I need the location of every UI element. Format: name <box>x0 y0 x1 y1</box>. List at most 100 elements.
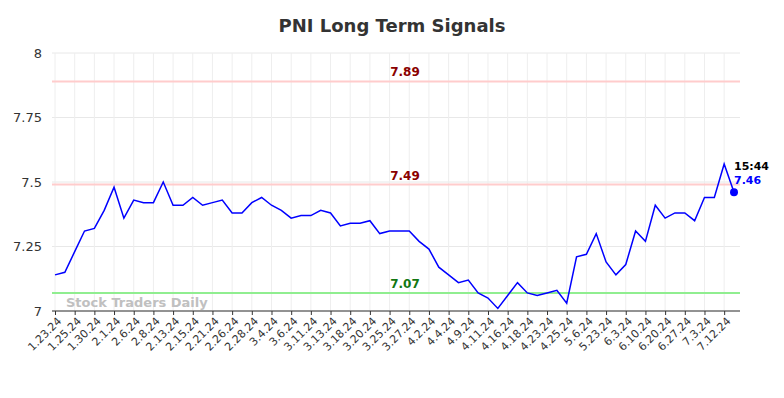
grid-line-x <box>350 53 351 311</box>
grid-line-x <box>133 53 134 311</box>
grid-line-x <box>606 53 607 311</box>
reference-label: 7.89 <box>390 65 420 79</box>
grid-line-x <box>527 53 528 311</box>
x-tick-mark <box>567 311 568 315</box>
x-tick-mark <box>75 311 76 315</box>
grid-line-y <box>52 311 740 312</box>
grid-line-x <box>271 53 272 311</box>
x-tick-mark <box>606 311 607 315</box>
x-tick-mark <box>232 311 233 315</box>
x-tick-mark <box>153 311 154 315</box>
x-tick-mark <box>547 311 548 315</box>
x-tick-mark <box>488 311 489 315</box>
x-tick-mark <box>724 311 725 315</box>
grid-line-x <box>232 53 233 311</box>
x-tick-mark <box>134 311 135 315</box>
grid-line-x <box>684 53 685 311</box>
y-tick-label: 7.25 <box>13 239 42 254</box>
x-axis: 1.23.241.25.241.30.242.1.242.6.242.8.242… <box>25 311 740 354</box>
x-tick-mark <box>390 311 391 315</box>
last-point <box>730 188 738 196</box>
x-tick-mark <box>271 311 272 315</box>
grid-line-x <box>310 53 311 311</box>
x-tick-mark <box>527 311 528 315</box>
reference-label: 7.49 <box>390 169 420 183</box>
x-tick-mark <box>586 311 587 315</box>
x-tick-mark <box>212 311 213 315</box>
y-tick-label: 8 <box>34 46 42 61</box>
grid-line-x <box>724 53 725 311</box>
last-time-label: 15:44 <box>734 160 769 173</box>
x-tick-mark <box>173 311 174 315</box>
grid-line-x <box>291 53 292 311</box>
x-tick-mark <box>685 311 686 315</box>
grid <box>52 53 740 311</box>
reference-label: 7.07 <box>390 277 420 291</box>
x-tick-mark <box>193 311 194 315</box>
x-tick-mark <box>665 311 666 315</box>
grid-line-x <box>645 53 646 311</box>
y-tick-label: 7.75 <box>13 110 42 125</box>
grid-line-y <box>52 246 740 247</box>
x-tick-mark <box>508 311 509 315</box>
y-tick: 7.25 <box>13 239 52 254</box>
grid-line-x <box>153 53 154 311</box>
grid-line-x <box>625 53 626 311</box>
y-axis-line <box>52 54 53 312</box>
x-tick-mark <box>311 311 312 315</box>
x-tick-mark <box>370 311 371 315</box>
x-tick-mark <box>55 311 56 315</box>
reference-line <box>52 80 740 82</box>
y-tick: 8 <box>34 46 52 61</box>
last-value-label: 7.46 <box>734 174 761 187</box>
grid-line-x <box>665 53 666 311</box>
grid-line-x <box>428 53 429 311</box>
grid-line-x <box>173 53 174 311</box>
x-tick-mark <box>449 311 450 315</box>
x-tick-mark <box>252 311 253 315</box>
grid-line-x <box>330 53 331 311</box>
x-tick-mark <box>114 311 115 315</box>
y-tick: 7.75 <box>13 110 52 125</box>
grid-line-x <box>55 53 56 311</box>
y-tick-label: 7.5 <box>21 175 42 190</box>
watermark: Stock Traders Daily <box>66 295 208 310</box>
grid-line-y <box>52 117 740 118</box>
x-tick-mark <box>409 311 410 315</box>
grid-line-x <box>448 53 449 311</box>
x-tick-mark <box>94 311 95 315</box>
x-axis-line <box>52 311 740 312</box>
grid-line-x <box>487 53 488 311</box>
grid-line-x <box>507 53 508 311</box>
plot-area <box>52 81 740 308</box>
x-tick-mark <box>291 311 292 315</box>
reference-line <box>52 292 740 294</box>
y-tick: 7 <box>34 304 52 319</box>
grid-line-x <box>566 53 567 311</box>
x-tick-mark <box>350 311 351 315</box>
reference-line <box>52 184 740 186</box>
grid-line-x <box>192 53 193 311</box>
title: PNI Long Term Signals <box>279 15 506 36</box>
grid-line-x <box>74 53 75 311</box>
x-tick-mark <box>429 311 430 315</box>
x-tick-mark <box>468 311 469 315</box>
grid-line-x <box>468 53 469 311</box>
grid-line-x <box>547 53 548 311</box>
x-tick-mark <box>704 311 705 315</box>
grid-line-x <box>94 53 95 311</box>
chart: PNI Long Term Signals Stock Traders Daily… <box>0 0 784 398</box>
x-tick-mark <box>645 311 646 315</box>
grid-line-x <box>114 53 115 311</box>
grid-line-x <box>586 53 587 311</box>
grid-line-x <box>251 53 252 311</box>
grid-line-x <box>369 53 370 311</box>
x-tick-mark <box>626 311 627 315</box>
x-tick: 7.12.24 <box>695 311 734 354</box>
x-tick-mark <box>331 311 332 315</box>
grid-line-y <box>52 53 740 54</box>
y-axis: 7 7.25 7.5 7.75 8 <box>13 46 52 319</box>
grid-line-x <box>704 53 705 311</box>
y-tick-label: 7 <box>34 304 42 319</box>
y-tick: 7.5 <box>21 175 52 190</box>
